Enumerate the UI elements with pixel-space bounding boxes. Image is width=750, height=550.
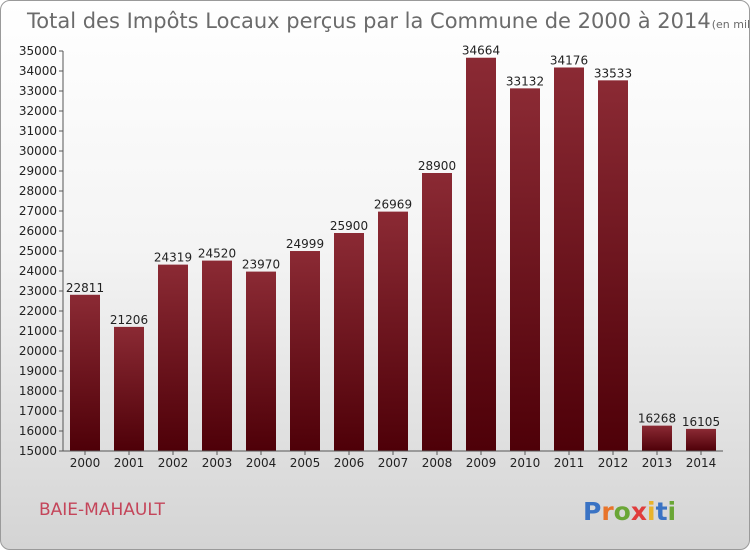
y-tick-label: 26000 [19,224,57,238]
bar-2008 [422,173,452,451]
x-tick-label-2003: 2003 [202,456,233,470]
logo-letter: i [668,497,677,526]
logo-letter: x [631,497,647,526]
logo-letter: t [656,497,668,526]
chart-title-line: Total des Impôts Locaux perçus par la Co… [26,9,749,33]
bar-2005 [290,251,320,451]
bar-2003 [202,260,232,451]
logo-letter: i [647,497,656,526]
x-tick-label-2001: 2001 [114,456,145,470]
bar-2014 [686,428,716,451]
bar-2011 [554,67,584,451]
bar-2012 [598,80,628,451]
x-tick-label-2009: 2009 [466,456,497,470]
x-tick-label-2007: 2007 [378,456,409,470]
y-tick-label: 34000 [19,64,57,78]
bar-2009 [466,57,496,451]
x-tick-label-2012: 2012 [598,456,629,470]
bar-2001 [114,326,144,451]
bar-2006 [334,233,364,451]
data-label-2011: 34176 [550,53,588,67]
x-tick-label-2011: 2011 [554,456,585,470]
bar-2007 [378,211,408,451]
y-tick-label: 31000 [19,124,57,138]
x-tick-label-2008: 2008 [422,456,453,470]
bar-2002 [158,264,188,451]
data-label-2008: 28900 [418,159,456,173]
x-tick-label-2005: 2005 [290,456,321,470]
y-tick-label: 32000 [19,104,57,118]
data-label-2009: 34664 [462,44,500,58]
chart-unit-note: (en milliers d'€) [712,18,749,31]
logo-letter: P [583,497,601,526]
y-tick-label: 24000 [19,264,57,278]
y-tick-label: 35000 [19,44,57,58]
y-tick-label: 19000 [19,364,57,378]
data-label-2000: 22811 [66,281,104,295]
bar-2004 [246,271,276,451]
y-tick-label: 29000 [19,164,57,178]
proxiti-logo[interactable]: Proxiti [583,497,676,526]
x-tick-label-2013: 2013 [642,456,673,470]
bar-2000 [70,294,100,451]
data-label-2013: 16268 [638,412,676,426]
x-tick-label-2004: 2004 [246,456,277,470]
data-label-2005: 24999 [286,237,324,251]
data-label-2007: 26969 [374,198,412,212]
data-label-2003: 24520 [198,247,236,261]
x-tick-label-2006: 2006 [334,456,365,470]
y-tick-label: 21000 [19,324,57,338]
bar-2010 [510,88,540,452]
data-label-2004: 23970 [242,258,280,272]
commune-name: BAIE-MAHAULT [39,500,165,520]
logo-letter: r [601,497,614,526]
y-tick-label: 28000 [19,184,57,198]
y-tick-label: 25000 [19,244,57,258]
y-tick-label: 23000 [19,284,57,298]
data-label-2012: 33533 [594,66,632,80]
data-label-2010: 33132 [506,74,544,88]
chart-title: Total des Impôts Locaux perçus par la Co… [26,9,711,33]
data-label-2006: 25900 [330,219,368,233]
x-tick-label-2010: 2010 [510,456,541,470]
data-label-2014: 16105 [682,415,720,429]
x-axis: 2000 2001 2002 2003 2004 2005 2006 2007 2008 2009… [63,450,723,470]
y-tick-label: 16000 [19,424,57,438]
bar-2013 [642,425,672,451]
y-tick-label: 27000 [19,204,57,218]
y-tick-label: 30000 [19,144,57,158]
x-tick-label-2014: 2014 [686,456,717,470]
y-tick-label: 17000 [19,404,57,418]
y-tick-label: 33000 [19,84,57,98]
x-tick-label-2002: 2002 [158,456,189,470]
y-axis: 15000 16000 17000 18000 19000 20000 21000 22000… [19,44,64,458]
data-label-2001: 21206 [110,313,148,327]
y-tick-label: 20000 [19,344,57,358]
logo-letter: o [614,497,631,526]
y-tick-label: 22000 [19,304,57,318]
y-tick-label: 18000 [19,384,57,398]
y-tick-label: 15000 [19,444,57,458]
bars: 22811 21206 24319 24520 23970 24999 25900 26969… [66,44,720,452]
x-tick-label-2000: 2000 [70,456,101,470]
data-label-2002: 24319 [154,251,192,265]
